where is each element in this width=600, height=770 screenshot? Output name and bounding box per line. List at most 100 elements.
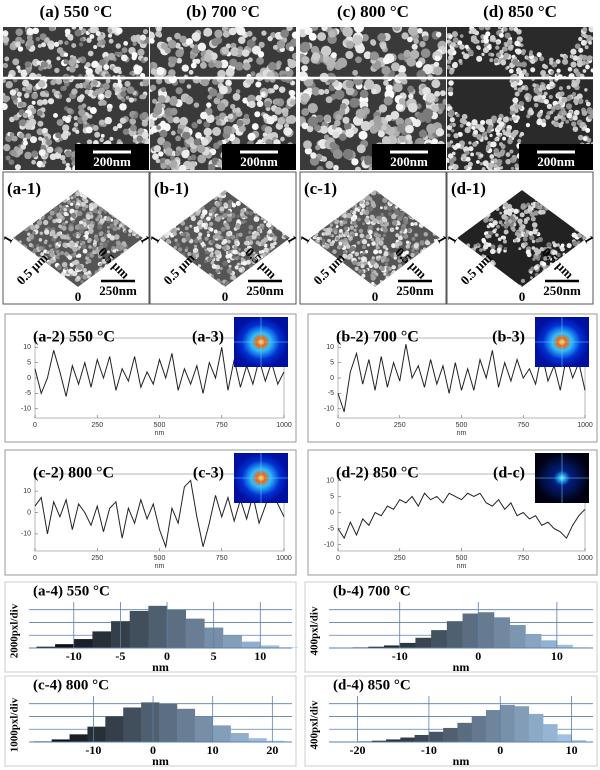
afm-grain: [231, 275, 237, 281]
panel-label: (b-4) 700 °C: [333, 583, 411, 599]
grain: [359, 89, 369, 99]
grain: [585, 60, 590, 65]
x-axis-label: nm: [152, 754, 169, 768]
grain: [208, 88, 218, 97]
afm-grain: [546, 255, 551, 260]
afm-grain: [68, 225, 74, 232]
afm-grain: [382, 233, 386, 238]
afm-grain: [209, 221, 214, 226]
grain: [470, 27, 477, 35]
grain: [196, 144, 206, 153]
grain: [29, 136, 38, 144]
grain: [581, 110, 588, 116]
afm-grain: [240, 208, 246, 214]
grain: [150, 118, 155, 128]
grain: [336, 57, 348, 68]
afm-grain: [78, 245, 82, 249]
afm-grain: [219, 206, 225, 212]
x-tick-label: 10: [551, 649, 563, 663]
scale-box: [222, 144, 296, 170]
grain: [555, 59, 561, 65]
afm-grain: [543, 256, 548, 261]
histogram-bar: [471, 716, 487, 742]
afm-grain: [391, 265, 396, 270]
grain: [53, 41, 60, 48]
afm-grain: [177, 247, 183, 252]
afm-grain: [226, 259, 231, 264]
grain: [45, 93, 50, 98]
grain: [102, 82, 110, 90]
afm-grain: [384, 221, 390, 227]
afm-grain: [61, 261, 68, 268]
grain: [56, 119, 64, 127]
afm-grain: [370, 200, 375, 205]
grain: [571, 121, 577, 127]
x-axis-label: nm: [457, 563, 467, 570]
afm-grain: [539, 247, 544, 252]
grain: [250, 71, 256, 77]
afm-grain: [362, 222, 365, 226]
afm-axis-label: 0: [372, 289, 379, 304]
histogram-bar: [500, 704, 515, 742]
grain: [327, 30, 336, 38]
histogram-bar: [571, 740, 587, 742]
grain: [325, 160, 334, 169]
afm-grain: [235, 233, 240, 237]
afm-grain: [534, 251, 539, 256]
grain: [178, 164, 187, 170]
afm-grain: [231, 255, 236, 259]
grain: [9, 116, 15, 123]
grain: [311, 27, 319, 31]
grain: [583, 40, 587, 45]
grain: [41, 127, 48, 134]
grain: [462, 119, 468, 125]
afm-grain: [38, 246, 43, 251]
y-tick-label: 10: [23, 344, 31, 351]
afm-grain: [334, 219, 339, 225]
grain: [280, 29, 289, 38]
grain: [211, 38, 220, 47]
scale-box: [75, 144, 149, 170]
afm-grain: [360, 252, 364, 257]
afm-grain: [360, 263, 365, 269]
grain: [377, 130, 385, 138]
afm-grain: [362, 210, 367, 215]
afm-grain: [520, 278, 526, 283]
grain: [214, 29, 223, 38]
afm-grain: [344, 230, 350, 237]
afm-grain: [502, 201, 509, 208]
afm-grain: [184, 226, 189, 231]
grain: [155, 30, 162, 38]
afm-grain: [243, 240, 249, 246]
grain: [472, 141, 478, 147]
grain: [186, 84, 192, 89]
grain: [571, 81, 578, 88]
afm-grain: [566, 242, 572, 249]
grain: [550, 70, 554, 75]
grain: [141, 111, 149, 119]
grain: [447, 65, 451, 70]
grain: [415, 61, 423, 68]
afm-grain: [489, 248, 496, 255]
afm-grain: [371, 281, 375, 286]
afm-grain: [356, 240, 361, 245]
grain: [170, 130, 176, 136]
afm-grain: [241, 220, 245, 224]
afm-grain: [40, 252, 45, 257]
profile-line: [337, 492, 586, 540]
afm-grain: [399, 230, 403, 234]
afm-grain: [371, 191, 377, 196]
afm-grain: [541, 206, 545, 210]
panel-label: (d-4) 850 °C: [333, 677, 411, 693]
grain: [283, 123, 290, 129]
grain: [541, 118, 546, 123]
afm-grain: [373, 263, 379, 269]
grain: [155, 158, 161, 164]
grain: [62, 160, 67, 164]
afm-grain: [216, 234, 221, 240]
afm-grain: [338, 241, 343, 246]
grain: [280, 136, 285, 142]
grain: [349, 97, 360, 108]
grain: [192, 58, 198, 64]
grain: [54, 67, 60, 74]
